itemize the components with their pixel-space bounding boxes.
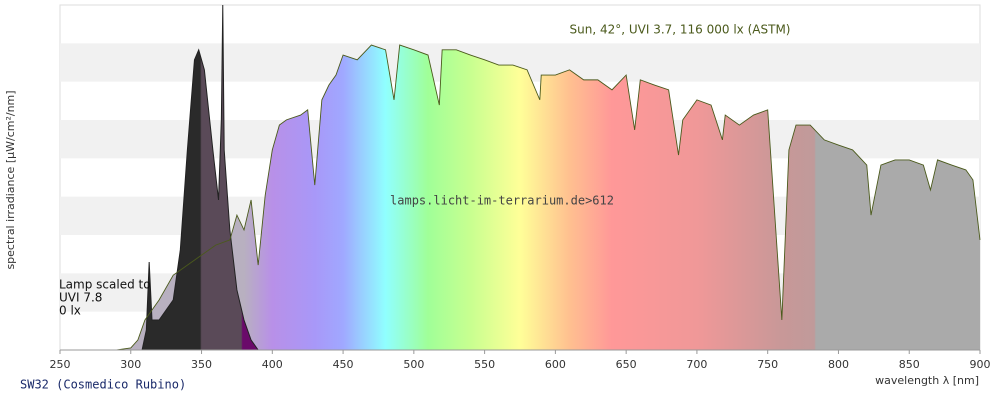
x-tick-label: 500 xyxy=(403,358,424,371)
y-axis-label: spectral irradiance [µW/cm²/nm] xyxy=(4,90,17,269)
caption: SW32 (Cosmedico Rubino) xyxy=(20,378,186,392)
x-tick-label: 250 xyxy=(50,358,71,371)
x-tick-label: 600 xyxy=(545,358,566,371)
line xyxy=(116,44,981,351)
x-tick-label: 350 xyxy=(191,358,212,371)
x-tick-label: 650 xyxy=(616,358,637,371)
lamp-note: Lamp scaled to xyxy=(59,278,151,292)
x-tick-label: 450 xyxy=(333,358,354,371)
area xyxy=(116,45,981,351)
x-tick-label: 850 xyxy=(899,358,920,371)
x-axis-label: wavelength λ [nm] xyxy=(875,374,979,387)
lamp-note: UVI 7.8 xyxy=(59,291,102,305)
x-tick-label: 400 xyxy=(262,358,283,371)
x-tick-label: 550 xyxy=(474,358,495,371)
sun-annotation: Sun, 42°, UVI 3.7, 116 000 lx (ASTM) xyxy=(570,23,791,37)
watermark: lamps.licht-im-terrarium.de>612 xyxy=(390,194,614,208)
plot-area xyxy=(116,4,981,351)
x-tick-label: 300 xyxy=(120,358,141,371)
x-tick-label: 800 xyxy=(828,358,849,371)
area xyxy=(130,5,259,350)
x-tick-label: 750 xyxy=(757,358,778,371)
x-tick-label: 700 xyxy=(686,358,707,371)
line xyxy=(130,4,259,351)
lamp-note: 0 lx xyxy=(59,304,81,318)
x-tick-label: 900 xyxy=(970,358,991,371)
